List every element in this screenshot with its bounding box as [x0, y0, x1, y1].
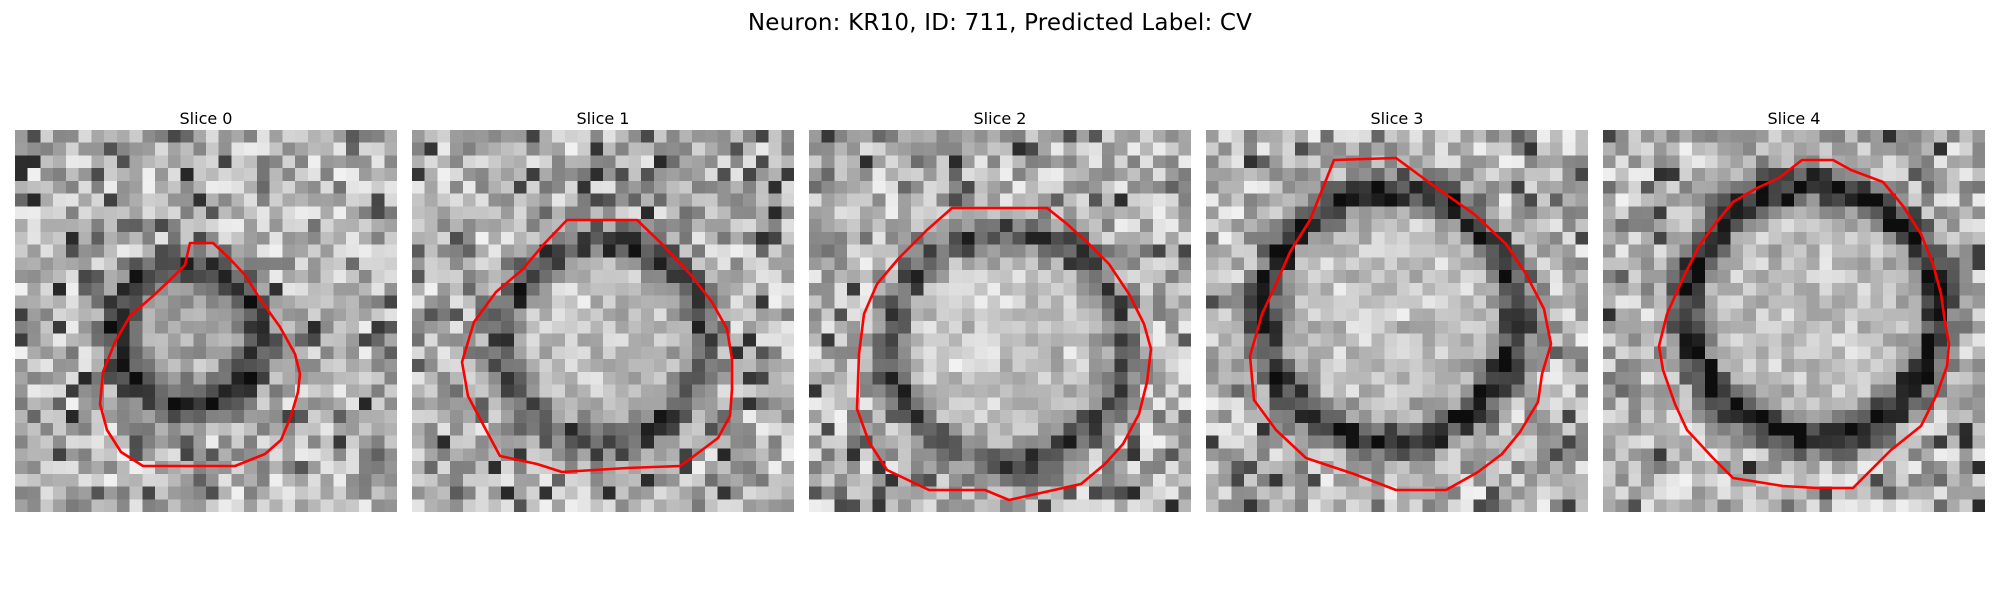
slice-title-4: Slice 4 — [1767, 109, 1821, 128]
cell-contour-1 — [460, 218, 734, 474]
slice-image-0 — [15, 130, 397, 512]
slice-image-4 — [1603, 130, 1985, 512]
cell-contour-4 — [1657, 158, 1951, 490]
slice-panel-3: Slice 3 — [1206, 108, 1588, 512]
slice-panel-1: Slice 1 — [412, 108, 794, 512]
slice-title-0: Slice 0 — [179, 109, 233, 128]
cell-contour-3 — [1248, 156, 1553, 492]
slice-panel-0: Slice 0 — [15, 108, 397, 512]
slice-panel-2: Slice 2 — [809, 108, 1191, 512]
slice-title-3: Slice 3 — [1370, 109, 1424, 128]
figure-title: Neuron: KR10, ID: 711, Predicted Label: … — [747, 10, 1253, 36]
slice-title-1: Slice 1 — [576, 109, 630, 128]
slice-panel-4: Slice 4 — [1603, 108, 1985, 512]
cell-contour-2 — [855, 206, 1153, 502]
cell-contour-0 — [98, 241, 302, 468]
slice-title-2: Slice 2 — [973, 109, 1027, 128]
slice-image-3 — [1206, 130, 1588, 512]
